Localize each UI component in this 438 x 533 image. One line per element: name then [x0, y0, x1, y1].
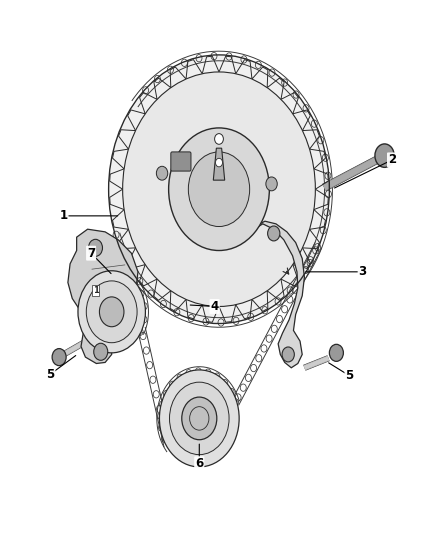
Circle shape — [266, 177, 277, 191]
Circle shape — [99, 297, 124, 327]
Polygon shape — [254, 221, 304, 368]
Text: 1: 1 — [92, 286, 99, 295]
Circle shape — [78, 271, 145, 353]
Polygon shape — [213, 148, 225, 180]
Text: 7: 7 — [87, 247, 95, 260]
Circle shape — [282, 347, 294, 362]
Circle shape — [52, 349, 66, 366]
Circle shape — [156, 166, 168, 180]
Text: 3: 3 — [359, 265, 367, 278]
Circle shape — [110, 56, 328, 322]
Circle shape — [86, 281, 137, 343]
Circle shape — [188, 152, 250, 227]
Circle shape — [88, 239, 102, 256]
Circle shape — [268, 226, 280, 241]
Text: 5: 5 — [46, 368, 54, 381]
Circle shape — [123, 72, 315, 306]
FancyBboxPatch shape — [171, 152, 191, 171]
Circle shape — [375, 144, 394, 167]
Circle shape — [170, 382, 229, 455]
Circle shape — [169, 128, 269, 251]
Text: 5: 5 — [346, 369, 353, 382]
Circle shape — [182, 397, 217, 440]
Text: 2: 2 — [388, 154, 396, 166]
Text: 4: 4 — [211, 300, 219, 313]
Circle shape — [94, 343, 108, 360]
Polygon shape — [68, 229, 138, 364]
Circle shape — [159, 370, 239, 467]
Text: 1: 1 — [60, 209, 67, 222]
Text: 6: 6 — [195, 457, 203, 470]
Circle shape — [329, 344, 343, 361]
Circle shape — [215, 134, 223, 144]
Circle shape — [215, 158, 223, 167]
